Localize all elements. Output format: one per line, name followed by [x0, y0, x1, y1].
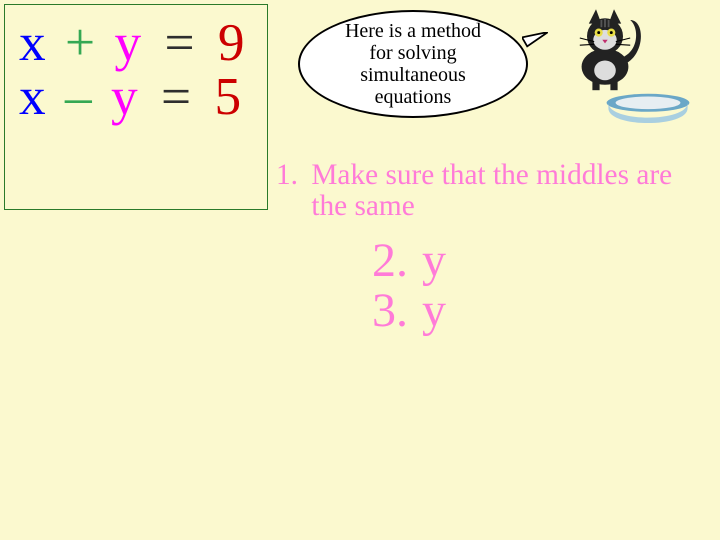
step-1-line-2: the same — [311, 190, 414, 222]
speech-line-3: simultaneous — [360, 64, 466, 86]
eq2-op: – — [63, 65, 94, 127]
eq2-y: y — [107, 65, 142, 127]
equation-line-2: x – y = 5 — [15, 65, 245, 127]
bullet-3-num: 3. — [372, 284, 410, 337]
eq2-num: 5 — [210, 65, 245, 127]
bullet-2-text: y — [422, 234, 446, 287]
bullet-row-2: 2. y — [372, 236, 446, 286]
slide: x + y = 9 x – y = 5 Here is a method for… — [0, 0, 720, 540]
bowl-icon — [600, 92, 696, 128]
eq1-y: y — [110, 11, 145, 73]
eq2-eq: = — [155, 65, 197, 127]
eq1-x: x — [15, 11, 50, 73]
equation-box: x + y = 9 x – y = 5 — [4, 4, 268, 210]
speech-tail-icon — [522, 32, 548, 50]
bullet-3-text: y — [422, 284, 446, 337]
eq1-eq: = — [158, 11, 200, 73]
bullet-2-num: 2. — [372, 234, 410, 287]
equation-line-1: x + y = 9 — [15, 11, 249, 73]
eq2-x: x — [15, 65, 50, 127]
cat-icon — [560, 2, 650, 92]
speech-line-4: equations — [375, 86, 452, 108]
speech-line-1: Here is a method — [345, 20, 481, 42]
speech-line-2: for solving — [369, 42, 456, 64]
bullet-list: 2. y 3. y — [372, 236, 446, 337]
step-1-number: 1. — [276, 160, 304, 191]
step-1: 1. Make sure that the middles are 1. the… — [276, 160, 716, 222]
bullet-row-3: 3. y — [372, 286, 446, 336]
speech-bubble: Here is a method for solving simultaneou… — [298, 10, 528, 118]
step-1-line-1: Make sure that the middles are — [311, 159, 672, 191]
eq1-op: + — [63, 11, 97, 73]
eq1-num: 9 — [214, 11, 249, 73]
